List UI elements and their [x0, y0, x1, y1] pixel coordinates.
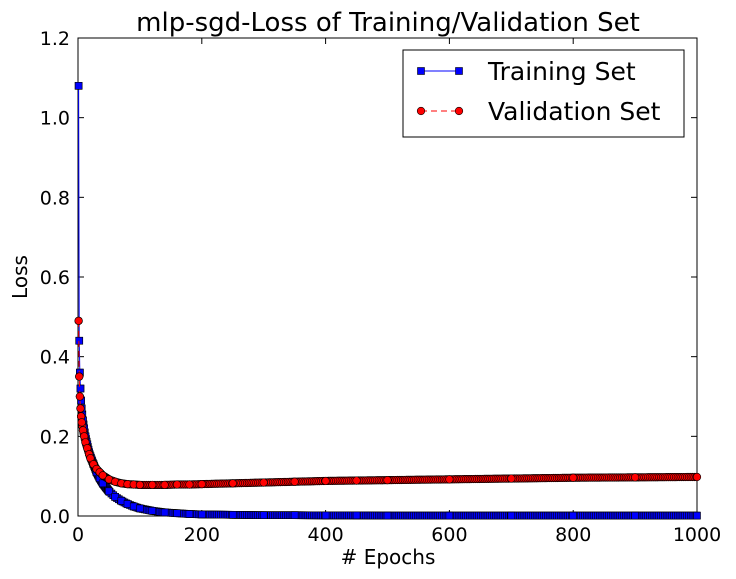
series-layer — [74, 82, 702, 520]
y-tick-label-2: 0.4 — [40, 347, 70, 369]
x-tick-label-4: 800 — [555, 524, 591, 546]
legend-label-1: Validation Set — [488, 97, 661, 126]
series-1-datapoint-3 — [76, 404, 85, 413]
series-1-datapoint-27 — [228, 479, 237, 488]
series-0-datapoint-30 — [321, 511, 330, 520]
series-1-datapoint-34 — [507, 474, 516, 483]
series-0-datapoint-21 — [136, 504, 144, 513]
series-1-datapoint-32 — [383, 476, 392, 485]
series-1-datapoint-23 — [160, 480, 169, 490]
x-tick-label-5: 1000 — [673, 524, 721, 546]
x-tick-label-2: 400 — [307, 524, 343, 546]
series-1-datapoint-35 — [569, 473, 578, 482]
legend: Training Set Validation Set — [402, 49, 685, 138]
series-0-datapoint-31 — [352, 511, 361, 520]
series-0-datapoint-36 — [631, 511, 639, 520]
series-1-datapoint-22 — [148, 480, 157, 490]
series-0-datapoint-16 — [105, 487, 113, 496]
series-1-datapoint-5 — [77, 418, 86, 427]
series-0-datapoint-29 — [290, 511, 299, 520]
series-0-datapoint-37 — [693, 511, 701, 520]
x-tick-label-0: 0 — [72, 524, 84, 546]
series-0-datapoint-3 — [76, 384, 85, 393]
legend-box — [402, 49, 685, 138]
series-0-datapoint-27 — [228, 511, 237, 519]
tick-labels: 0 200 400 600 800 1000 0.0 0.2 0.4 0.6 0.8 1.0 1.2 — [40, 28, 721, 546]
legend-marker-left-0 — [417, 67, 425, 75]
series-0-datapoint-28 — [259, 511, 268, 520]
legend-label-0: Training Set — [487, 57, 636, 86]
chart-title: mlp-sgd-Loss of Training/Validation Set — [136, 8, 640, 38]
series-1-datapoint-28 — [259, 478, 268, 487]
series-1-datapoint-31 — [352, 476, 361, 485]
series-0-datapoint-22 — [148, 507, 157, 515]
x-axis-label: # Epochs — [341, 545, 436, 569]
legend-marker-right-0 — [455, 67, 463, 75]
legend-marker-right-1 — [454, 106, 464, 116]
series-1-datapoint-29 — [290, 477, 299, 486]
series-1-datapoint-36 — [630, 473, 640, 482]
series-1-datapoint-37 — [692, 472, 702, 482]
x-tick-label-1: 200 — [184, 524, 220, 546]
series-1-datapoint-33 — [445, 475, 454, 484]
series-1-datapoint-0 — [74, 316, 83, 325]
y-tick-label-6: 1.2 — [40, 28, 70, 50]
series-0-datapoint-0 — [74, 82, 83, 90]
series-0-datapoint-24 — [173, 509, 181, 518]
legend-entry-0: Training Set — [417, 57, 636, 86]
series-0-datapoint-17 — [111, 493, 119, 501]
series-1-datapoint-2 — [75, 392, 84, 401]
legend-marker-left-1 — [416, 106, 426, 116]
series-0-datapoint-25 — [185, 510, 194, 518]
series-0-datapoint-32 — [383, 511, 392, 520]
series-1-datapoint-26 — [197, 480, 206, 489]
series-0-datapoint-33 — [445, 511, 454, 520]
series-1-datapoint-25 — [185, 480, 194, 489]
series-0-datapoint-35 — [569, 511, 578, 520]
y-tick-label-3: 0.6 — [40, 267, 70, 289]
series-1-datapoint-21 — [135, 480, 144, 490]
series-1-datapoint-1 — [75, 372, 84, 381]
y-tick-label-1: 0.2 — [40, 426, 70, 448]
series-0-datapoint-34 — [507, 511, 516, 520]
y-tick-label-5: 1.0 — [40, 108, 70, 130]
series-1-datapoint-24 — [172, 480, 182, 489]
series-1 — [74, 316, 702, 490]
series-0-datapoint-26 — [198, 510, 206, 519]
y-tick-label-4: 0.8 — [40, 187, 70, 209]
series-0-datapoint-23 — [160, 508, 169, 517]
x-tick-label-3: 600 — [431, 524, 467, 546]
y-tick-label-0: 0.0 — [40, 506, 70, 528]
series-1-datapoint-30 — [321, 476, 330, 486]
y-axis-label: Loss — [8, 255, 32, 299]
legend-entry-1: Validation Set — [416, 97, 661, 126]
series-1-datapoint-15 — [98, 471, 107, 480]
